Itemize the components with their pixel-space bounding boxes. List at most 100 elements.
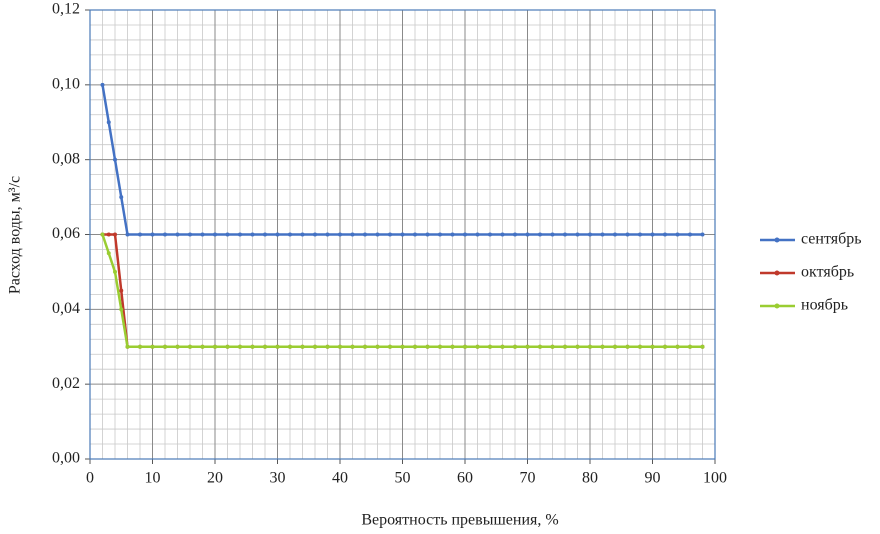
point — [538, 344, 542, 349]
point — [113, 157, 117, 162]
point — [138, 232, 142, 237]
y-tick-label: 0,10 — [52, 76, 80, 93]
point — [100, 82, 105, 87]
point — [438, 232, 442, 237]
point — [488, 344, 492, 349]
x-tick-label: 30 — [270, 470, 286, 487]
point — [338, 232, 342, 237]
legend-marker — [774, 303, 780, 309]
point — [550, 344, 555, 349]
point — [188, 344, 192, 349]
point — [150, 232, 155, 237]
x-tick-label: 20 — [207, 470, 223, 487]
point — [438, 344, 442, 349]
point — [375, 344, 380, 349]
point — [300, 344, 305, 349]
point — [163, 344, 167, 349]
y-axis-title: Расход воды, м³/с — [7, 176, 24, 294]
point — [600, 344, 605, 349]
point — [388, 232, 392, 237]
point — [513, 344, 517, 349]
y-tick-label: 0,12 — [52, 1, 80, 18]
point — [400, 344, 405, 349]
point — [463, 232, 467, 237]
x-tick-label: 0 — [86, 470, 94, 487]
point — [288, 232, 292, 237]
point — [700, 232, 705, 237]
point — [688, 344, 692, 349]
point — [663, 344, 667, 349]
point — [663, 232, 667, 237]
point — [106, 120, 111, 125]
point — [106, 251, 111, 256]
point — [300, 232, 305, 237]
legend-label: сентябрь — [801, 231, 862, 248]
point — [175, 232, 180, 237]
point — [450, 232, 455, 237]
point — [488, 232, 492, 237]
x-tick-label: 80 — [582, 470, 598, 487]
x-tick-label: 40 — [332, 470, 348, 487]
point — [400, 232, 405, 237]
point — [200, 344, 205, 349]
point — [413, 344, 417, 349]
point — [588, 344, 592, 349]
point — [625, 344, 630, 349]
y-tick-label: 0,06 — [52, 225, 80, 242]
legend-marker — [774, 270, 780, 276]
point — [138, 344, 142, 349]
y-tick-label: 0,04 — [52, 300, 80, 317]
point — [675, 232, 680, 237]
point — [263, 232, 267, 237]
point — [425, 344, 430, 349]
point — [213, 344, 217, 349]
point — [225, 232, 230, 237]
point — [313, 344, 317, 349]
point — [638, 344, 642, 349]
point — [363, 232, 367, 237]
legend-label: октябрь — [801, 264, 854, 281]
point — [463, 344, 467, 349]
point — [363, 344, 367, 349]
point — [650, 344, 655, 349]
legend-label: ноябрь — [801, 297, 848, 314]
point — [150, 344, 155, 349]
point — [238, 232, 242, 237]
x-tick-label: 50 — [395, 470, 411, 487]
legend-marker — [774, 237, 780, 243]
point — [200, 232, 205, 237]
point — [125, 232, 130, 237]
point — [288, 344, 292, 349]
point — [338, 344, 342, 349]
point — [163, 232, 167, 237]
point — [113, 269, 117, 274]
point — [325, 232, 330, 237]
point — [119, 195, 124, 200]
point — [513, 232, 517, 237]
point — [650, 232, 655, 237]
point — [275, 232, 280, 237]
point — [388, 344, 392, 349]
point — [175, 344, 180, 349]
point — [375, 232, 380, 237]
point — [106, 232, 111, 237]
point — [575, 344, 580, 349]
point — [675, 344, 680, 349]
point — [119, 307, 124, 312]
point — [238, 344, 242, 349]
point — [475, 344, 480, 349]
point — [525, 232, 530, 237]
point — [638, 232, 642, 237]
y-tick-label: 0,00 — [52, 450, 80, 467]
point — [425, 232, 430, 237]
x-axis-title: Вероятность превышения, % — [361, 512, 558, 529]
x-tick-label: 70 — [520, 470, 536, 487]
point — [125, 344, 130, 349]
point — [350, 232, 355, 237]
y-tick-label: 0,08 — [52, 150, 80, 167]
point — [575, 232, 580, 237]
point — [325, 344, 330, 349]
point — [538, 232, 542, 237]
point — [688, 232, 692, 237]
